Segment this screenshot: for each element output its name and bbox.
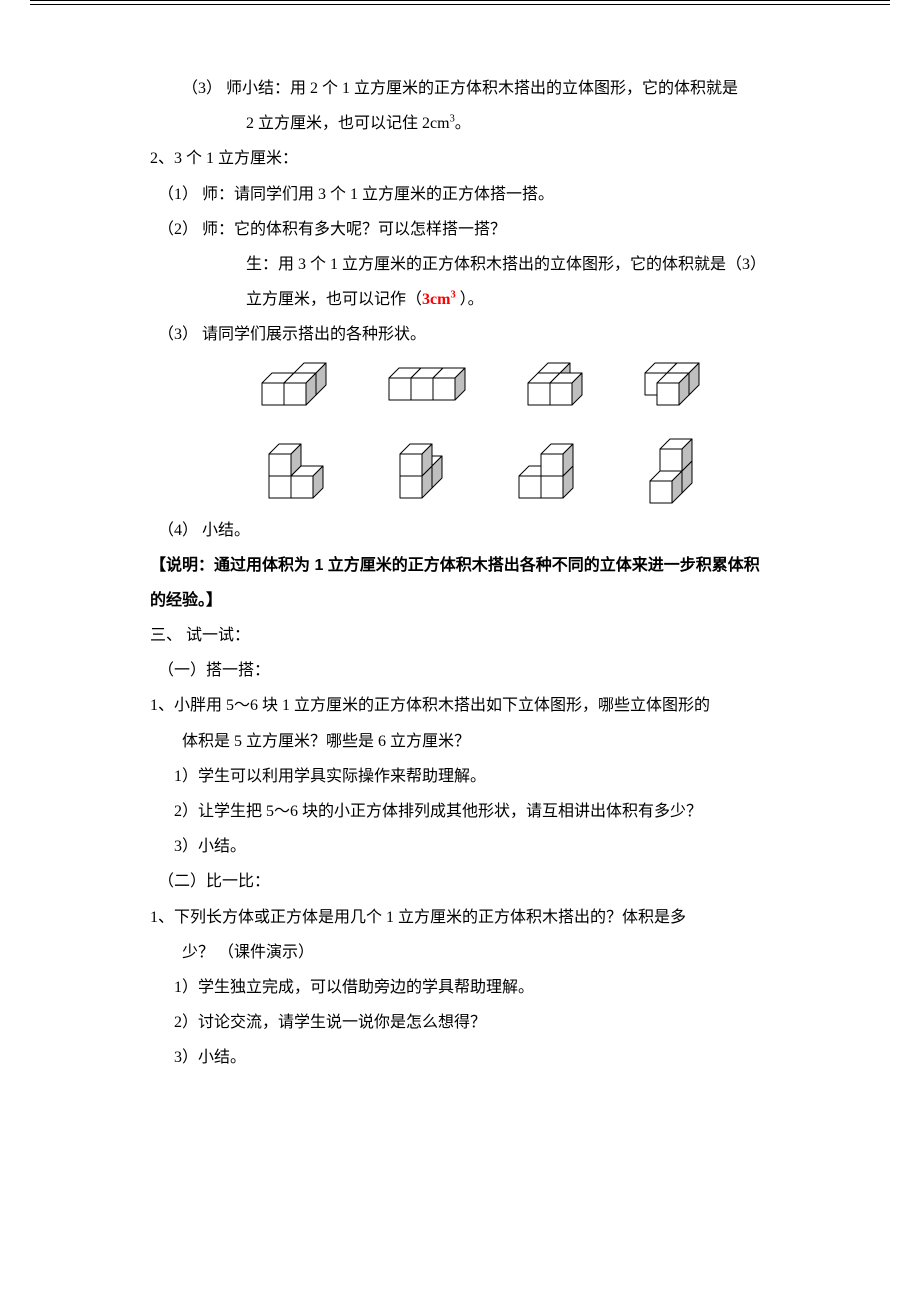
cube-figure bbox=[526, 361, 584, 407]
text-line: 2）让学生把 5～6 块的小正方体排列成其他形状，请互相讲出体积有多少？ bbox=[150, 794, 770, 829]
cube-figure-icon bbox=[260, 361, 328, 407]
text-line: 2 立方厘米，也可以记住 2cm3。 bbox=[150, 106, 770, 141]
text-line: 2）讨论交流，请学生说一说你是怎么想得？ bbox=[150, 1005, 770, 1040]
cube-figure bbox=[398, 442, 444, 500]
text-line: 立方厘米，也可以记作（3cm3 ）。 bbox=[150, 282, 770, 317]
cube-figure-icon bbox=[267, 442, 325, 500]
text-line: 1）学生独立完成，可以借助旁边的学具帮助理解。 bbox=[150, 970, 770, 1005]
cube-figure bbox=[643, 361, 701, 407]
text-line: 1、小胖用 5～6 块 1 立方厘米的正方体积木搭出如下立体图形，哪些立体图形的 bbox=[150, 688, 770, 723]
cube-figure-icon bbox=[387, 366, 467, 402]
cube-figure-icon bbox=[517, 442, 575, 500]
cube-figure bbox=[260, 361, 328, 407]
text-line: （4） 小结。 bbox=[158, 513, 770, 548]
text-line: 3）小结。 bbox=[150, 1040, 770, 1075]
cube-figure-row bbox=[150, 353, 770, 415]
cube-figure bbox=[517, 442, 575, 500]
subsection-heading: （二）比一比： bbox=[150, 864, 770, 899]
section-heading: 三、 试一试： bbox=[150, 618, 770, 653]
note-text: 【说明：通过用体积为 1 立方厘米的正方体积木搭出各种不同的立体来进一步积累体积… bbox=[150, 548, 770, 618]
cube-figure-icon bbox=[526, 361, 584, 407]
text-line: （3） 师小结：用 2 个 1 立方厘米的正方体积木搭出的立体图形，它的体积就是 bbox=[182, 71, 770, 106]
text: ）。 bbox=[456, 291, 484, 308]
text-line: 1、下列长方体或正方体是用几个 1 立方厘米的正方体积木搭出的？体积是多 bbox=[150, 900, 770, 935]
text: 立方厘米，也可以记作（ bbox=[246, 291, 422, 308]
cube-figure bbox=[267, 442, 325, 500]
cube-figure-icon bbox=[648, 437, 694, 505]
text-line: （1） 师：请同学们用 3 个 1 立方厘米的正方体搭一搭。 bbox=[158, 177, 770, 212]
text: 2 立方厘米，也可以记住 2cm bbox=[246, 115, 450, 132]
text: 。 bbox=[455, 115, 471, 132]
text-line: 3）小结。 bbox=[150, 829, 770, 864]
cube-figure-row bbox=[150, 429, 770, 513]
cube-figure bbox=[387, 366, 467, 402]
red-text: 3cm3 bbox=[422, 291, 456, 308]
subsection-heading: （一）搭一搭： bbox=[150, 653, 770, 688]
cube-figure-icon bbox=[643, 361, 701, 407]
text-line: 2、3 个 1 立方厘米： bbox=[150, 141, 770, 176]
text-line: 体积是 5 立方厘米？哪些是 6 立方厘米？ bbox=[150, 724, 770, 759]
document-page: （3） 师小结：用 2 个 1 立方厘米的正方体积木搭出的立体图形，它的体积就是… bbox=[30, 0, 890, 1136]
text-line: （2） 师：它的体积有多大呢？可以怎样搭一搭？ bbox=[158, 212, 770, 247]
cube-figure-icon bbox=[398, 442, 444, 500]
cube-figure bbox=[648, 437, 694, 505]
text-line: 少？ （课件演示） bbox=[150, 935, 770, 970]
text-line: 生：用 3 个 1 立方厘米的正方体积木搭出的立体图形，它的体积就是（3） bbox=[150, 247, 770, 282]
text-line: 1）学生可以利用学具实际操作来帮助理解。 bbox=[150, 759, 770, 794]
text-line: （3） 请同学们展示搭出的各种形状。 bbox=[158, 317, 770, 352]
